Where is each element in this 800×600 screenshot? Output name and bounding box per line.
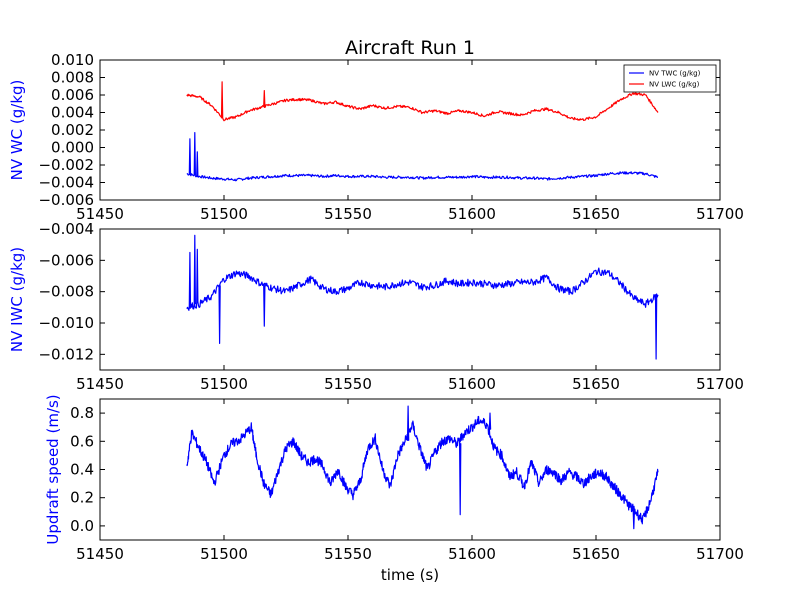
x-tick-label: 51450: [76, 205, 124, 223]
series-line-1: [186, 234, 659, 360]
chart-panel-2: 51450 51500 51550 51600 51650 51700 −0.004 −0.0…: [8, 220, 744, 393]
y-tick-label: 0.004: [51, 104, 94, 122]
y-tick-label: 0.6: [70, 432, 94, 450]
y-tick-label: 0.002: [51, 121, 94, 139]
x-tick-label: 51700: [696, 545, 744, 563]
x-tick-label: 51500: [200, 375, 248, 393]
x-tick-label: 51650: [572, 205, 620, 223]
series-line-1: [186, 132, 658, 182]
y-tick-label: −0.006: [38, 191, 94, 209]
x-tick-label: 51600: [448, 205, 496, 223]
legend-entry: NV TWC (g/kg): [649, 70, 701, 78]
chart-panel-3: 51450 51500 51550 51600 51650 51700 0.8 0.6 0.4 0…: [44, 394, 744, 584]
y-tick-label: 0.2: [70, 489, 94, 507]
y-tick-label: 0.010: [51, 51, 94, 69]
y-tick-label: −0.002: [38, 156, 94, 174]
axes-frame: [99, 228, 721, 371]
y-tick-label: −0.010: [38, 314, 94, 332]
y-axis-label: NV WC (g/kg): [8, 80, 26, 181]
x-tick-label: 51450: [76, 545, 124, 563]
y-tick-label: 0.8: [70, 404, 94, 422]
y-tick-label: −0.006: [38, 251, 94, 269]
axes-frame: [99, 398, 721, 541]
legend-entry: NV LWC (g/kg): [649, 81, 700, 89]
x-tick-label: 51700: [696, 205, 744, 223]
x-tick-label: 51500: [200, 545, 248, 563]
x-tick-label: 51550: [324, 545, 372, 563]
y-tick-label: 0.008: [51, 69, 94, 87]
y-tick-label: −0.004: [38, 220, 94, 238]
x-tick-label: 51550: [324, 205, 372, 223]
chart-title: Aircraft Run 1: [345, 37, 475, 59]
x-tick-label: 51600: [448, 375, 496, 393]
y-tick-label: −0.008: [38, 283, 94, 301]
y-tick-label: 0.0: [70, 517, 94, 535]
y-tick-label: −0.004: [38, 174, 94, 192]
y-axis-label: NV IWC (g/kg): [8, 247, 26, 352]
x-tick-label: 51700: [696, 375, 744, 393]
y-tick-label: −0.012: [38, 345, 94, 363]
chart-panel-1: 51450 51500 51550 51600 51650 51700 0.0100.008…: [8, 37, 744, 223]
x-tick-label: 51550: [324, 375, 372, 393]
x-tick-label: 51450: [76, 375, 124, 393]
series-line-2: [186, 81, 659, 122]
series-line-1: [186, 405, 659, 530]
x-tick-label: 51650: [572, 545, 620, 563]
x-axis-label: time (s): [381, 566, 439, 584]
y-tick-label: 0.4: [70, 461, 94, 479]
x-tick-label: 51650: [572, 375, 620, 393]
x-tick-label: 51600: [448, 545, 496, 563]
y-tick-label: 0.000: [51, 139, 94, 157]
legend-box: [623, 64, 717, 93]
y-axis-label: Updraft speed (m/s): [44, 394, 62, 544]
x-tick-label: 51500: [200, 205, 248, 223]
y-tick-label: 0.006: [51, 86, 94, 104]
